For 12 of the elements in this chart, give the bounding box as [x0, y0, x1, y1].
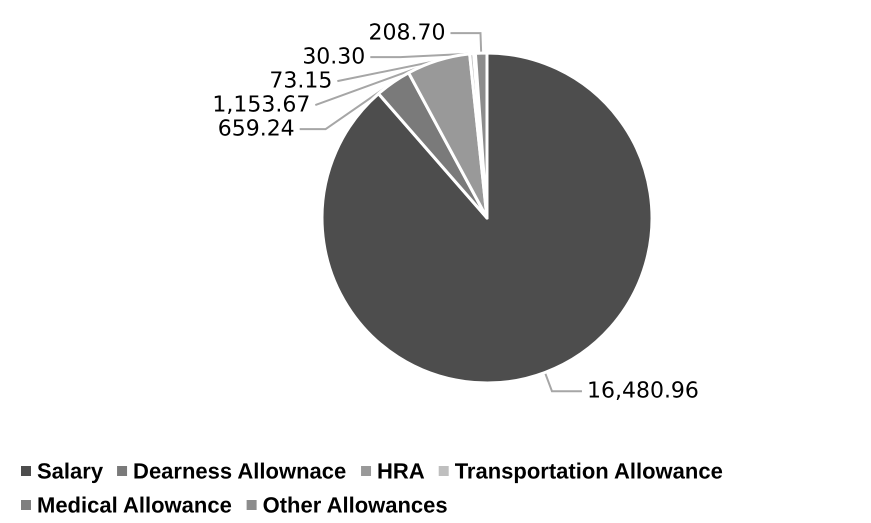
data-label: 208.70 [368, 20, 446, 46]
legend-label: Medical Allowance [37, 492, 232, 518]
data-label: 73.15 [269, 68, 332, 94]
legend-label: Dearness Allownace [133, 458, 346, 484]
legend-label: Other Allowances [262, 492, 448, 518]
legend-label: HRA [377, 458, 425, 484]
legend-label: Transportation Allowance [454, 458, 723, 484]
legend-label: Salary [37, 458, 104, 484]
data-label: 1,153.67 [212, 92, 310, 118]
data-label: 16,480.96 [586, 378, 699, 404]
data-label: 30.30 [302, 44, 366, 70]
data-label: 659.24 [218, 116, 295, 142]
